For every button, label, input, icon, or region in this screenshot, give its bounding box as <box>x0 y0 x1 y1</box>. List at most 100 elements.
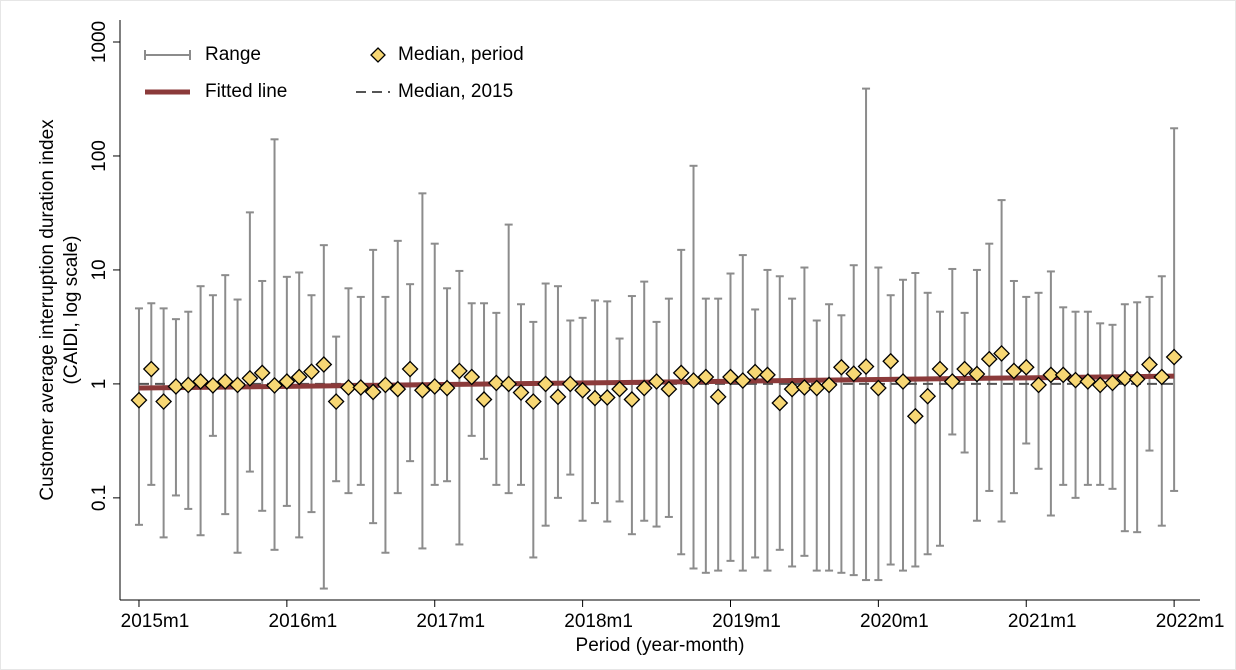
median-marker <box>734 372 752 389</box>
y-axis-label: Customer average interruption duration i… <box>37 119 58 501</box>
median-marker <box>574 381 592 399</box>
median-marker <box>931 360 949 378</box>
median-marker <box>142 360 160 378</box>
legend-label: Median, period <box>398 44 524 65</box>
x-tick-label: 2020m1 <box>860 611 929 632</box>
x-tick-label: 2022m1 <box>1156 611 1225 632</box>
median-marker <box>500 375 518 393</box>
range-bar <box>1083 310 1092 486</box>
median-marker <box>857 358 875 375</box>
median-marker <box>586 389 604 407</box>
median-marker <box>1005 362 1023 380</box>
median-marker <box>315 356 333 373</box>
range-bar <box>615 337 624 503</box>
median-marker <box>1054 366 1072 384</box>
range-bar <box>258 279 267 512</box>
range-bar <box>282 275 291 507</box>
range-bar <box>849 264 858 577</box>
y-tick-label: 10 <box>89 259 110 280</box>
median-marker <box>1153 368 1171 386</box>
median-marker <box>832 358 850 376</box>
median-marker <box>130 391 148 409</box>
median-marker <box>635 379 653 397</box>
median-marker <box>241 369 259 387</box>
x-axis-label: Period (year-month) <box>576 635 745 656</box>
range-bar <box>270 138 279 551</box>
range-bar <box>1133 301 1142 534</box>
range-bar <box>504 223 513 495</box>
median-marker <box>722 368 739 386</box>
legend-label: Range <box>205 44 261 65</box>
range-bar <box>184 310 193 510</box>
range-bar <box>948 267 957 436</box>
range-bar <box>862 87 871 582</box>
median-marker <box>537 375 555 393</box>
legend-label: Fitted line <box>205 81 287 102</box>
range-bar <box>775 275 784 551</box>
median-marker <box>1128 370 1146 388</box>
range-bar <box>800 266 809 557</box>
y-tick-label: 100 <box>89 140 110 172</box>
median-marker <box>463 368 481 386</box>
median-marker <box>796 379 813 396</box>
range-bar <box>812 319 821 572</box>
median-marker <box>1116 369 1134 387</box>
range-bar <box>1108 323 1117 490</box>
median-marker <box>352 379 370 396</box>
range-bar <box>1145 295 1154 452</box>
range-bar <box>245 211 254 473</box>
range-bar <box>923 291 932 556</box>
x-tick-label: 2015m1 <box>121 611 190 632</box>
range-bar <box>701 297 710 574</box>
range-bar <box>147 302 156 486</box>
median-marker <box>623 391 641 408</box>
median-marker <box>426 378 444 395</box>
x-tick-label: 2021m1 <box>1008 611 1077 632</box>
median-marker <box>894 373 912 390</box>
median-marker <box>377 376 394 394</box>
range-bar <box>455 269 464 546</box>
range-bar <box>208 294 217 437</box>
legend-median-symbol <box>370 47 386 63</box>
range-bar <box>763 268 772 572</box>
median-marker <box>1141 356 1158 373</box>
range-bar <box>418 192 427 550</box>
median-marker <box>266 376 283 394</box>
median-marker <box>1030 376 1047 394</box>
range-bar <box>492 311 501 486</box>
range-bar <box>1157 275 1166 527</box>
range-bar <box>751 308 760 559</box>
median-marker <box>253 364 271 382</box>
range-bar <box>664 297 673 518</box>
range-bar <box>886 294 895 566</box>
range-bar <box>1170 127 1179 492</box>
legend-label: Median, 2015 <box>398 81 513 102</box>
range-bar <box>221 274 230 516</box>
median-marker <box>993 345 1011 362</box>
median-marker <box>943 373 961 390</box>
median-marker <box>278 373 296 390</box>
median-marker <box>611 380 628 398</box>
range-bar <box>319 244 328 590</box>
range-bar <box>196 285 205 537</box>
range-bar <box>430 242 439 486</box>
median-marker <box>1042 366 1060 384</box>
median-marker <box>771 394 789 412</box>
range-bar <box>1071 310 1080 499</box>
range-bar <box>714 297 723 572</box>
range-bar <box>566 319 575 476</box>
median-marker <box>968 365 986 383</box>
median-marker <box>1067 371 1084 389</box>
median-marker <box>598 389 616 406</box>
range-bar <box>381 295 390 554</box>
median-marker <box>512 384 530 401</box>
median-marker <box>216 373 234 390</box>
range-bar <box>171 318 180 497</box>
range-bar <box>1009 279 1018 495</box>
median-marker <box>980 350 998 368</box>
range-bar <box>134 307 143 526</box>
x-tick-label: 2018m1 <box>564 611 633 632</box>
median-marker <box>697 368 715 386</box>
